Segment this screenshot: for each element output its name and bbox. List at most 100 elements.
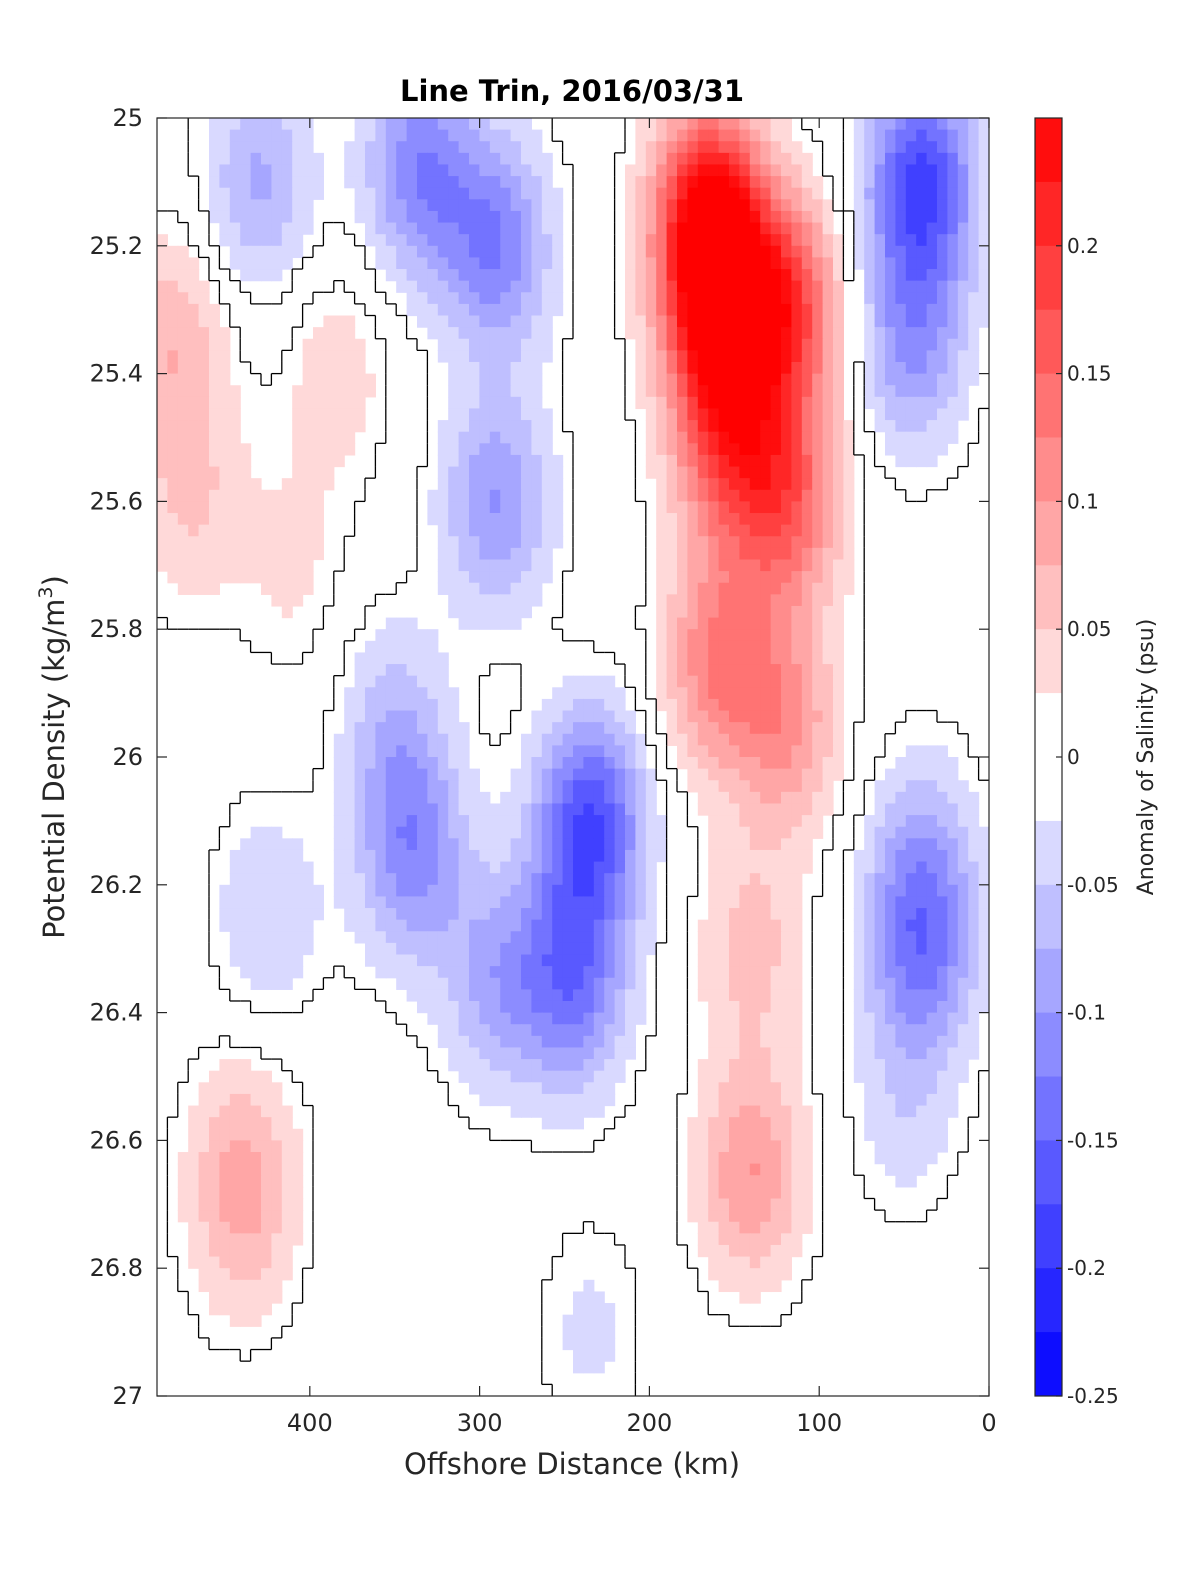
contour-cell xyxy=(240,257,252,270)
contour-cell xyxy=(500,176,512,189)
contour-cell xyxy=(718,501,730,514)
contour-cell xyxy=(552,1059,564,1072)
contour-cell xyxy=(469,396,480,410)
contour-cell xyxy=(687,443,699,456)
contour-cell xyxy=(302,884,314,898)
contour-cell xyxy=(240,1152,252,1165)
contour-cell xyxy=(729,873,740,886)
contour-cell xyxy=(510,803,522,816)
contour-cell xyxy=(905,942,917,956)
contour-cell xyxy=(219,1117,231,1130)
contour-cell xyxy=(469,1082,480,1095)
contour-cell xyxy=(781,431,792,444)
contour-cell xyxy=(489,152,501,166)
contour-cell xyxy=(489,118,501,131)
contour-cell xyxy=(781,152,792,166)
contour-cell xyxy=(458,1059,470,1072)
contour-cell xyxy=(781,547,792,561)
contour-cell xyxy=(791,1186,803,1200)
contour-cell xyxy=(500,803,512,816)
contour-cell xyxy=(947,303,959,317)
contour-cell xyxy=(812,303,824,317)
contour-cell xyxy=(625,908,636,921)
contour-cell xyxy=(573,942,584,956)
contour-cell xyxy=(521,385,532,398)
contour-cell xyxy=(687,361,699,375)
contour-cell xyxy=(729,1070,740,1083)
contour-cell xyxy=(323,361,335,375)
contour-cell xyxy=(791,780,803,793)
contour-cell xyxy=(729,176,740,189)
contour-cell xyxy=(708,176,720,189)
contour-cell xyxy=(157,408,168,421)
contour-cell xyxy=(937,942,948,956)
contour-cell xyxy=(760,280,772,293)
contour-cell xyxy=(229,884,241,898)
contour-cell xyxy=(229,176,241,189)
contour-cell xyxy=(365,908,376,921)
contour-cell xyxy=(770,908,782,921)
contour-cell xyxy=(937,826,948,839)
contour-cell xyxy=(261,129,272,142)
contour-cell xyxy=(770,269,782,282)
contour-cell xyxy=(895,269,907,282)
contour-cell xyxy=(521,582,532,595)
contour-cell xyxy=(333,826,345,839)
contour-cell xyxy=(365,652,376,665)
contour-cell xyxy=(770,884,782,898)
contour-cell xyxy=(677,489,688,502)
contour-cell xyxy=(864,826,876,839)
contour-cell xyxy=(708,1059,720,1072)
contour-cell xyxy=(625,768,636,781)
contour-cell xyxy=(604,954,616,967)
contour-cell xyxy=(188,536,200,549)
contour-cell xyxy=(791,652,803,665)
contour-cell xyxy=(718,954,730,967)
contour-cell xyxy=(500,826,512,839)
contour-cell xyxy=(749,652,761,665)
contour-cell xyxy=(760,722,772,735)
contour-cell xyxy=(968,977,980,990)
contour-cell xyxy=(500,431,512,444)
contour-cell xyxy=(687,257,699,270)
contour-cell xyxy=(479,373,491,386)
contour-cell xyxy=(885,791,896,805)
contour-cell xyxy=(968,1024,980,1037)
contour-cell xyxy=(417,745,428,758)
contour-cell xyxy=(625,199,636,212)
contour-cell xyxy=(448,803,460,816)
contour-cell xyxy=(895,187,907,200)
contour-cell xyxy=(666,292,678,305)
contour-cell xyxy=(177,350,189,363)
contour-cell xyxy=(531,408,543,421)
contour-cell xyxy=(396,849,408,863)
contour-cell xyxy=(968,803,980,816)
contour-cell xyxy=(926,420,938,433)
contour-cell xyxy=(583,919,595,932)
contour-cell xyxy=(739,640,751,654)
contour-cell xyxy=(354,199,366,212)
contour-cell xyxy=(874,269,886,282)
contour-cell xyxy=(531,164,543,177)
contour-cell xyxy=(843,524,855,537)
contour-cell xyxy=(302,571,314,584)
contour-cell xyxy=(521,884,532,898)
contour-cell xyxy=(417,687,428,700)
contour-cell xyxy=(666,396,678,410)
contour-cell xyxy=(375,966,387,979)
contour-cell xyxy=(510,187,522,200)
contour-cell xyxy=(708,571,720,584)
contour-cell xyxy=(531,861,543,874)
contour-cell xyxy=(729,373,740,386)
contour-cell xyxy=(864,1082,876,1095)
contour-cell xyxy=(718,536,730,549)
contour-cell xyxy=(635,838,647,851)
contour-cell xyxy=(521,315,532,328)
contour-cell xyxy=(708,966,720,979)
contour-cell xyxy=(916,454,928,468)
contour-cell xyxy=(895,338,907,351)
contour-cell xyxy=(510,977,522,990)
contour-cell xyxy=(801,1128,813,1141)
contour-cell xyxy=(489,443,501,456)
contour-cell xyxy=(437,350,449,363)
